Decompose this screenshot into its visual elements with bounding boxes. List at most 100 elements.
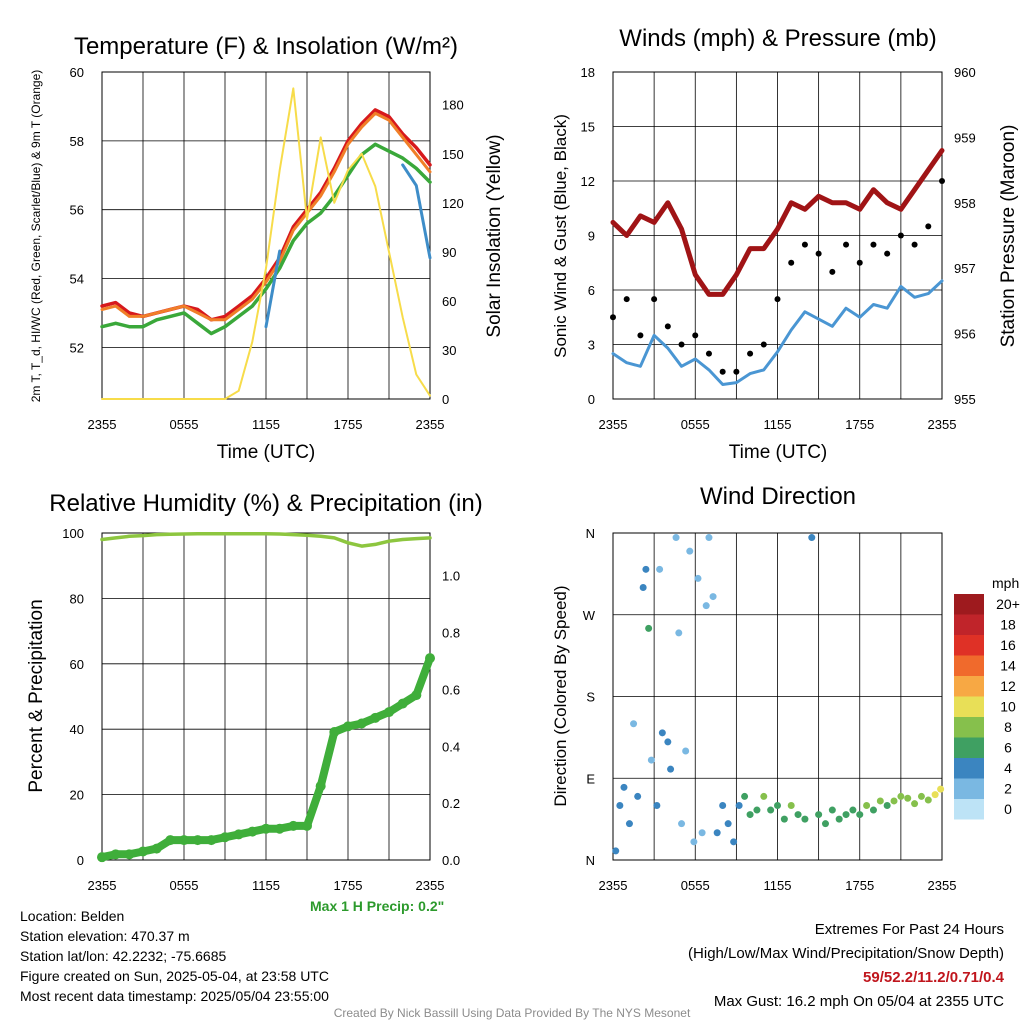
precip-point: [384, 707, 394, 718]
direction-point: [713, 829, 721, 837]
dir-x-tick-label: 1755: [845, 878, 874, 893]
direction-point: [664, 738, 672, 746]
direction-point: [787, 802, 795, 809]
direction-point: [876, 797, 884, 805]
precip-point: [138, 846, 148, 857]
gust-point: [925, 223, 932, 230]
direction-point: [931, 791, 939, 799]
temp-y2-tick-label: 120: [442, 196, 464, 211]
max-gust: Max Gust: 16.2 mph On 05/04 at 2355 UTC: [713, 993, 1004, 1010]
direction-point: [746, 811, 754, 819]
recent-timestamp: Most recent data timestamp: 2025/05/04 2…: [20, 988, 329, 1004]
legend-swatch: [954, 799, 984, 820]
legend-swatch: [954, 717, 984, 738]
precip-point: [97, 852, 107, 863]
direction-point: [741, 792, 749, 800]
extremes-title: Extremes For Past 24 Hours: [814, 921, 1004, 938]
station-latlon: Station lat/lon: 42.2232; -75.6685: [20, 948, 227, 964]
direction-point: [719, 802, 727, 809]
wind-y-tick-label: 15: [581, 120, 595, 135]
precip-point: [206, 835, 217, 846]
temp-y-axis-title: 2m T, T_d, HI/WC (Red, Green, Scarlet/Bl…: [29, 70, 43, 403]
dir-x-tick-label: 2355: [599, 878, 628, 893]
rh-y2-tick-label: 0.6: [442, 682, 460, 697]
wind-y2-tick-label: 959: [954, 130, 976, 145]
precip-point: [179, 835, 189, 846]
direction-point: [801, 815, 809, 823]
temp-x-tick-label: 1155: [252, 417, 280, 432]
wind-x-tick-label: 0555: [681, 417, 710, 432]
rh-y-tick-label: 80: [70, 591, 84, 606]
gust-point: [788, 259, 795, 266]
dir-panel-title: Wind Direction: [700, 483, 856, 510]
dir-y-tick-label: W: [583, 608, 596, 623]
temp-x-tick-label: 1755: [334, 417, 363, 432]
direction-point: [780, 815, 788, 823]
direction-point: [642, 565, 650, 573]
rh-x-tick-label: 2355: [88, 878, 117, 893]
station-info: Location: Belden Station elevation: 470.…: [20, 906, 329, 1006]
extremes-values: 59/52.2/11.2/0.71/0.4: [863, 969, 1004, 986]
legend-label: 16: [1000, 637, 1016, 653]
temp-x-axis-title: Time (UTC): [217, 442, 316, 463]
temp-y2-tick-label: 60: [442, 294, 456, 309]
precip-point: [165, 835, 176, 846]
legend-label: 12: [1000, 678, 1016, 694]
temp-y2-tick-label: 180: [442, 98, 464, 113]
precip-point: [288, 820, 299, 831]
legend-swatch: [954, 778, 984, 799]
direction-point: [702, 602, 710, 610]
temp-y-tick-label: 60: [70, 65, 84, 80]
direction-point: [869, 806, 877, 814]
precip-point: [124, 849, 135, 860]
direction-point: [678, 820, 686, 828]
wind-x-tick-label: 2355: [928, 417, 957, 432]
direction-point: [924, 796, 932, 804]
legend-swatch: [954, 614, 984, 635]
direction-point: [656, 565, 664, 573]
temp-x-tick-label: 0555: [170, 417, 199, 432]
gust-point: [692, 332, 699, 339]
gust-point: [651, 296, 658, 303]
pressure-line: [610, 148, 945, 297]
direction-point: [890, 797, 898, 805]
direction-point: [672, 534, 680, 542]
dir-y-tick-label: N: [586, 853, 595, 868]
legend-swatch: [954, 594, 984, 615]
direction-point: [620, 783, 628, 791]
station-elevation: Station elevation: 470.37 m: [20, 928, 190, 944]
direction-point: [815, 811, 823, 819]
precip-point: [329, 727, 340, 738]
gust-point: [705, 350, 712, 357]
gust-point: [678, 341, 685, 348]
precip-point: [274, 823, 285, 834]
windchill-line: [264, 163, 432, 329]
legend-swatch: [954, 758, 984, 779]
gust-point: [637, 332, 644, 339]
wind-y2-tick-label: 957: [954, 261, 976, 276]
legend-label: 20+: [996, 596, 1020, 612]
figure-created: Figure created on Sun, 2025-05-04, at 23…: [20, 968, 329, 984]
gust-point: [911, 241, 918, 248]
direction-point: [753, 806, 761, 814]
gust-point: [733, 368, 740, 375]
dir-y-tick-label: N: [586, 526, 595, 541]
dir-x-tick-label: 1155: [764, 878, 792, 893]
legend-label: 14: [1000, 658, 1016, 674]
rh-y-tick-label: 100: [62, 526, 84, 541]
wind-x-tick-label: 2355: [599, 417, 628, 432]
gust-point: [856, 259, 863, 266]
direction-point: [630, 720, 638, 728]
precip-point: [151, 843, 162, 854]
rh-x-tick-label: 2355: [416, 878, 445, 893]
wind-y-axis-title: Sonic Wind & Gust (Blue, Black): [551, 114, 570, 358]
rh-y-tick-label: 0: [77, 853, 84, 868]
gust-point: [760, 341, 767, 348]
rh-x-tick-label: 1155: [252, 878, 280, 893]
legend-label: 4: [1004, 760, 1012, 776]
direction-point: [842, 811, 850, 819]
precip-point: [343, 721, 353, 732]
precip-point: [220, 832, 230, 843]
gust-point: [774, 296, 781, 303]
direction-point: [675, 629, 683, 637]
